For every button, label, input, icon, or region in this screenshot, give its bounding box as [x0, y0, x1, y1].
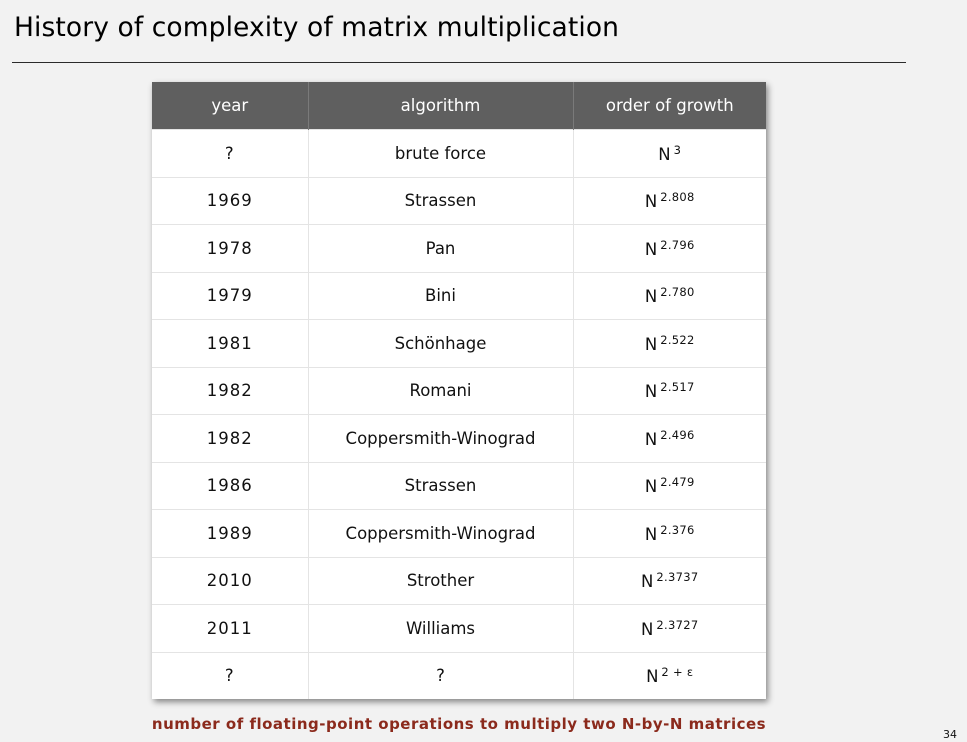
growth-base: N — [644, 524, 658, 544]
growth-base: N — [644, 334, 658, 354]
cell-order-of-growth: N 2.517 — [572, 366, 766, 415]
cell-algorithm: Coppersmith-Winograd — [307, 509, 573, 557]
growth-exponent: 2.522 — [660, 332, 695, 347]
cell-year: 2010 — [152, 556, 308, 605]
table-row: 1969 Strassen N 2.808 — [152, 176, 766, 225]
cell-algorithm: Strassen — [307, 176, 573, 225]
cell-order-of-growth: N 2.796 — [572, 224, 766, 272]
table-row: 1982 Romani N 2.517 — [152, 366, 766, 415]
cell-algorithm: Williams — [307, 604, 573, 652]
table-body: ? brute force N 3 1969 Strassen N 2.808 1978 Pan N… — [152, 129, 766, 699]
table-row: ? brute force N 3 — [152, 129, 766, 177]
cell-year: 1979 — [152, 271, 308, 320]
growth-exponent: 2.796 — [660, 237, 695, 252]
cell-order-of-growth: N 2.808 — [572, 176, 766, 225]
cell-order-of-growth: N 2.496 — [572, 414, 766, 462]
table-row: 2010 Strother N 2.3737 — [152, 556, 766, 605]
cell-year: 1981 — [152, 319, 308, 367]
title-divider — [12, 62, 906, 63]
growth-exponent: 2.3737 — [656, 570, 699, 585]
growth-base: N — [646, 667, 659, 687]
growth-base: N — [658, 144, 671, 164]
cell-year: 1982 — [152, 366, 308, 415]
growth-base: N — [644, 287, 658, 307]
growth-exponent: 2 + ε — [661, 665, 694, 680]
growth-exponent: 2.376 — [660, 522, 695, 537]
cell-year: 1982 — [152, 414, 308, 462]
cell-order-of-growth: N 2.780 — [572, 271, 766, 320]
table-row: 1989 Coppersmith-Winograd N 2.376 — [152, 509, 766, 557]
growth-base: N — [641, 572, 654, 592]
cell-order-of-growth: N 2.479 — [572, 461, 766, 510]
cell-year: 2011 — [152, 604, 308, 652]
complexity-table: year algorithm order of growth ? brute fo… — [152, 82, 766, 699]
growth-exponent: 2.3727 — [656, 617, 699, 632]
growth-exponent: 2.496 — [660, 427, 695, 442]
table-caption: number of floating-point operations to m… — [151, 715, 767, 733]
cell-algorithm: brute force — [307, 129, 573, 177]
growth-base: N — [644, 429, 658, 449]
cell-year: 1989 — [152, 509, 308, 557]
cell-year: 1978 — [152, 224, 308, 272]
growth-exponent: 2.780 — [660, 285, 695, 300]
growth-exponent: 2.479 — [660, 475, 695, 490]
cell-algorithm: ? — [307, 651, 573, 699]
growth-base: N — [644, 477, 658, 497]
growth-base: N — [641, 619, 654, 639]
growth-base: N — [644, 192, 658, 212]
cell-algorithm: Romani — [307, 366, 573, 415]
cell-year: 1986 — [152, 461, 308, 510]
header-order-of-growth: order of growth — [572, 82, 766, 130]
table-row: 1982 Coppersmith-Winograd N 2.496 — [152, 414, 766, 462]
page-title: History of complexity of matrix multipli… — [14, 12, 620, 43]
table-row: 1986 Strassen N 2.479 — [152, 461, 766, 510]
cell-algorithm: Strassen — [307, 461, 573, 510]
table-row: 1981 Schönhage N 2.522 — [152, 319, 766, 367]
table-row: 1979 Bini N 2.780 — [152, 271, 766, 320]
cell-year: ? — [152, 129, 308, 177]
cell-algorithm: Bini — [307, 271, 573, 320]
cell-year: ? — [152, 651, 308, 699]
cell-algorithm: Coppersmith-Winograd — [307, 414, 573, 462]
growth-exponent: 2.808 — [660, 190, 695, 205]
page-number: 34 — [943, 728, 957, 741]
table-header-row: year algorithm order of growth — [152, 82, 766, 130]
cell-year: 1969 — [152, 176, 308, 225]
growth-exponent: 3 — [673, 142, 682, 157]
growth-base: N — [644, 239, 658, 259]
cell-order-of-growth: N 2.3737 — [572, 556, 766, 605]
table-row: ?? N 2 + ε — [152, 651, 766, 699]
header-year: year — [152, 82, 308, 130]
cell-algorithm: Strother — [307, 556, 573, 605]
growth-exponent: 2.517 — [660, 380, 695, 395]
cell-order-of-growth: N 2.376 — [572, 509, 766, 557]
table-row: 2011 Williams N 2.3727 — [152, 604, 766, 652]
growth-base: N — [644, 382, 658, 402]
cell-algorithm: Pan — [307, 224, 573, 272]
table-row: 1978 Pan N 2.796 — [152, 224, 766, 272]
header-algorithm: algorithm — [307, 82, 573, 130]
cell-order-of-growth: N 2.522 — [572, 319, 766, 367]
cell-order-of-growth: N 2.3727 — [572, 604, 766, 652]
cell-algorithm: Schönhage — [307, 319, 573, 367]
complexity-table-container: year algorithm order of growth ? brute fo… — [152, 82, 766, 699]
